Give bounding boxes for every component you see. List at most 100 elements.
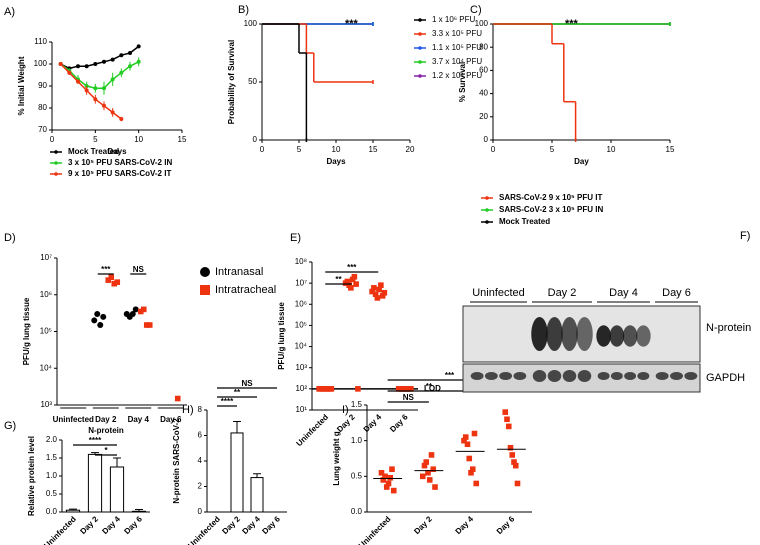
category-label: Day 4 [454, 514, 476, 536]
category-label: Day 2 [95, 415, 117, 424]
band-label: GAPDH [706, 372, 745, 384]
point [507, 445, 514, 451]
legend-label: Intratracheal [215, 284, 276, 296]
legend-marker [54, 172, 58, 176]
legend-marker [485, 196, 489, 200]
legend-marker [418, 46, 422, 50]
blot-band [484, 372, 498, 380]
y-tick-label: 1.0 [46, 471, 58, 480]
point [110, 77, 115, 82]
y-tick-label: 0.5 [351, 471, 363, 480]
point [380, 477, 387, 483]
y-tick-label: 0 [484, 135, 489, 144]
blot-band [470, 372, 484, 380]
y-tick-label: 1.5 [351, 400, 363, 409]
legend-marker [418, 32, 422, 36]
y-axis-label: Probability of Survival [227, 40, 236, 124]
blot-band [596, 325, 611, 347]
point [428, 452, 435, 458]
panel-label: I) [342, 404, 349, 416]
point [423, 459, 430, 465]
legend-marker [418, 74, 422, 78]
y-tick-label: 10³ [295, 363, 307, 372]
category-label: Day 6 [122, 514, 144, 536]
point [94, 310, 101, 317]
category-label: Day 2 [78, 514, 100, 536]
x-tick-label: 10 [134, 135, 143, 144]
band-label: N-protein [706, 322, 751, 334]
y-tick-label: 50 [248, 77, 257, 86]
y-tick-label: 1.0 [351, 436, 363, 445]
annotation: ** [234, 388, 241, 397]
y-tick-label: 40 [479, 89, 488, 98]
point [382, 473, 388, 480]
category-label: Day 4 [100, 514, 122, 536]
point [419, 473, 426, 480]
point [509, 452, 516, 458]
point [473, 480, 480, 487]
bar [109, 466, 125, 513]
x-tick-label: 10 [332, 145, 341, 154]
panel-label: H) [182, 404, 194, 416]
blot-band [547, 370, 562, 382]
point [502, 409, 509, 415]
legend-label: 3 x 10⁵ PFU SARS-CoV-2 IN [68, 158, 172, 167]
annotation: **** [221, 397, 234, 406]
legend-label: Mock Treated [68, 147, 119, 156]
blot-band [576, 317, 593, 351]
y-tick-label: 0 [198, 507, 203, 516]
blot-band [624, 372, 637, 380]
panel-label: F) [740, 230, 750, 242]
legend-marker [418, 18, 422, 22]
legend-label: SARS-CoV-2 9 x 10⁵ PFU IT [499, 193, 602, 202]
point [378, 282, 384, 288]
lane-label: Day 2 [548, 287, 577, 299]
annotation: ** [335, 275, 342, 284]
category-label: Uninfected [186, 514, 222, 545]
y-tick-label: 10¹ [295, 405, 307, 414]
x-tick-label: 10 [607, 145, 616, 154]
point [344, 278, 351, 285]
point [132, 306, 139, 313]
x-tick-label: 5 [550, 145, 555, 154]
y-axis-label: PFU/g lung tissue [277, 302, 286, 370]
y-tick-label: 10⁶ [40, 290, 52, 299]
point [469, 466, 476, 472]
point [390, 487, 397, 494]
point [102, 103, 106, 108]
annotation: NS [241, 379, 253, 388]
point [119, 53, 124, 58]
legend-label: 3.7 x 10⁴ PFU [432, 57, 482, 66]
blot-band [684, 372, 698, 380]
y-tick-label: 10² [295, 384, 307, 393]
panel-label: D) [4, 232, 16, 244]
point [464, 441, 471, 448]
point [100, 313, 107, 320]
point [383, 484, 390, 490]
y-axis-label: % Survival [458, 62, 467, 102]
lane-label: Day 6 [662, 287, 691, 299]
bar [230, 432, 244, 513]
legend-marker [485, 208, 489, 212]
point [468, 469, 474, 476]
point [371, 285, 377, 291]
category-label: Day 4 [128, 415, 150, 424]
point [426, 477, 433, 483]
x-tick-label: 15 [369, 145, 378, 154]
point [110, 57, 115, 62]
point [430, 466, 437, 472]
point [93, 97, 98, 102]
point [505, 423, 512, 430]
y-tick-label: 100 [244, 19, 258, 28]
point [102, 86, 106, 91]
y-axis-label: % Initial Weight [17, 56, 26, 115]
point [76, 64, 80, 69]
y-tick-label: 100 [475, 19, 489, 28]
point [504, 416, 510, 423]
annotation: *** [445, 371, 455, 380]
annotation: **** [89, 436, 102, 445]
y-tick-label: 10⁴ [295, 342, 308, 351]
blot-band [670, 372, 683, 380]
category-label: Day 2 [412, 514, 434, 536]
y-tick-label: 10⁴ [40, 363, 53, 372]
